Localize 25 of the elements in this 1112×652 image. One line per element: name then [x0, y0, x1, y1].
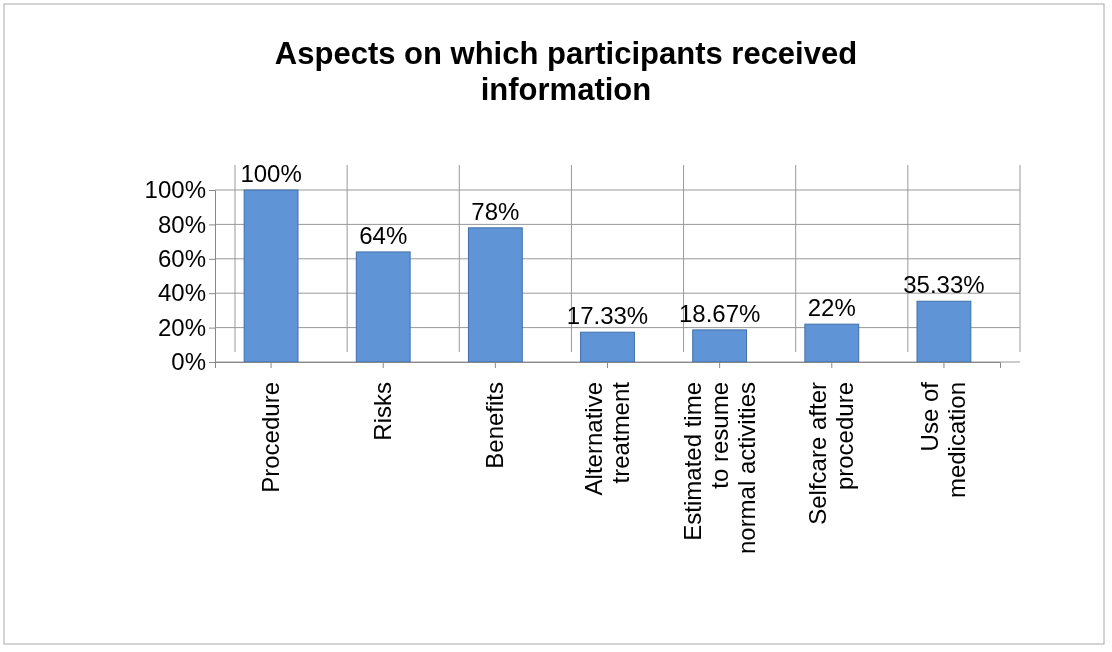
data-label: 18.67% [678, 299, 761, 327]
data-label: 17.33% [566, 302, 649, 330]
bar [804, 323, 860, 363]
y-tick-label: 60% [157, 244, 206, 272]
x-tick-label: Procedure [257, 382, 285, 493]
y-tick-label: 80% [157, 210, 206, 238]
chart-title: Aspects on which participants received information [274, 36, 858, 107]
x-tick-label: Benefits [481, 382, 509, 469]
data-label: 22% [807, 294, 856, 322]
y-tick-label: 100% [144, 176, 206, 204]
bar [243, 189, 299, 363]
y-tick-label: 20% [157, 313, 206, 341]
data-label: 64% [359, 221, 408, 249]
y-tick-label: 0% [171, 348, 206, 376]
bar [692, 329, 748, 363]
bar [580, 331, 635, 363]
data-label: 100% [240, 160, 302, 187]
bar [355, 251, 411, 363]
bar [916, 300, 972, 363]
x-tick-label: Risks [369, 382, 397, 441]
data-label: 78% [471, 197, 520, 225]
x-tick-label: Alternative treatment [580, 381, 634, 496]
data-label: 35.33% [903, 271, 985, 299]
bar [467, 227, 523, 363]
y-tick-label: 40% [157, 279, 206, 307]
